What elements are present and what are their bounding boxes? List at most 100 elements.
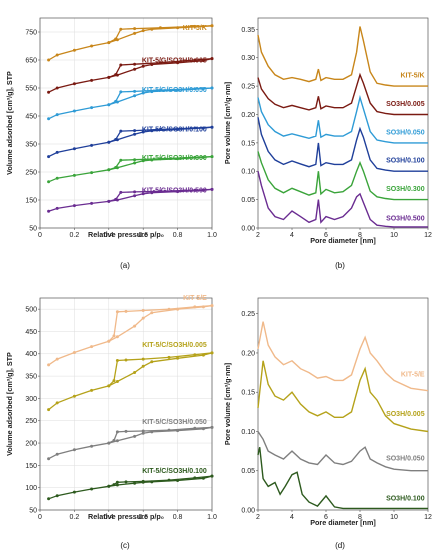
y-tick-label: 350 bbox=[25, 141, 37, 148]
data-point bbox=[133, 190, 137, 194]
data-point bbox=[115, 310, 119, 314]
data-point bbox=[141, 91, 145, 95]
series-3: SO3H/0.050 bbox=[257, 431, 428, 472]
series-1: KIT-5/K bbox=[47, 24, 214, 62]
data-point bbox=[141, 479, 145, 483]
chart-panel-2: 0.00 0.05 0.10 0.15 0.20 0.25 0.30 0.35 2 4 6 8 10 12… bbox=[223, 17, 432, 270]
data-point bbox=[167, 355, 171, 359]
data-point bbox=[47, 155, 51, 159]
data-point bbox=[55, 206, 59, 210]
plot-frame bbox=[257, 17, 429, 229]
series-label: KIT-5/G/SO3H/0.050 bbox=[142, 87, 207, 94]
series-5: KIT-5/G/SO3H/0.300 bbox=[47, 155, 214, 184]
x-tick-label: 10 bbox=[390, 514, 398, 521]
panel-label: (b) bbox=[335, 261, 345, 270]
data-point bbox=[141, 192, 145, 196]
data-point bbox=[150, 360, 154, 364]
adsorption-line bbox=[48, 426, 213, 460]
y-tick-label: 0.00 bbox=[241, 507, 255, 514]
data-point bbox=[193, 24, 197, 28]
data-point bbox=[115, 335, 119, 339]
x-tick-label: 0.2 bbox=[70, 514, 80, 521]
data-point bbox=[119, 63, 123, 67]
data-point bbox=[158, 157, 162, 161]
data-point bbox=[167, 307, 171, 311]
y-tick-label: 150 bbox=[25, 463, 37, 470]
x-axis-label: Relative pressure p/p₀ bbox=[88, 512, 164, 521]
desorption-line bbox=[108, 352, 213, 387]
data-point bbox=[72, 173, 76, 177]
data-point bbox=[112, 483, 116, 487]
data-point bbox=[72, 490, 76, 494]
series-1: KIT-5/K bbox=[257, 26, 428, 87]
data-point bbox=[133, 324, 137, 328]
series-2: SO3H/0.005 bbox=[257, 72, 428, 116]
series-line bbox=[257, 321, 429, 392]
data-point bbox=[47, 209, 51, 213]
y-tick-label: 0.10 bbox=[241, 429, 255, 436]
data-point bbox=[133, 94, 137, 98]
y-tick-label: 0.30 bbox=[241, 55, 255, 62]
data-point bbox=[114, 166, 118, 169]
adsorption-line bbox=[48, 57, 213, 93]
data-point bbox=[47, 180, 51, 184]
data-point bbox=[133, 158, 137, 162]
data-point bbox=[115, 359, 119, 362]
x-tick-label: 0 bbox=[38, 514, 42, 521]
data-point bbox=[176, 356, 180, 360]
data-point bbox=[193, 305, 197, 309]
data-point bbox=[107, 199, 111, 203]
x-tick-label: 0.2 bbox=[70, 232, 80, 239]
y-axis-label: Pore volume [cm³/g·nm] bbox=[223, 363, 232, 445]
series-2: SO3H/0.005 bbox=[257, 360, 429, 433]
data-point bbox=[133, 132, 137, 136]
series-5: SO3H/0.300 bbox=[257, 151, 428, 201]
x-tick-label: 0.6 bbox=[138, 514, 148, 521]
y-tick-label: 0.05 bbox=[241, 197, 255, 204]
y-tick-label: 350 bbox=[25, 374, 37, 381]
chart-panel-1: 50 150 250 350 450 550 650 750 0 0.2 0.4 0.6 0.8 1.0 K… bbox=[5, 17, 217, 270]
data-point bbox=[158, 61, 162, 65]
data-point bbox=[124, 358, 128, 362]
x-tick-label: 4 bbox=[290, 514, 294, 521]
y-axis-label: Pore volume [cm³/g·nm] bbox=[223, 82, 232, 164]
series-3: KIT-5/G/SO3H/0.050 bbox=[47, 86, 214, 121]
y-tick-label: 300 bbox=[25, 396, 37, 403]
y-tick-label: 150 bbox=[25, 197, 37, 204]
series-line bbox=[257, 72, 428, 116]
y-tick-label: 100 bbox=[25, 485, 37, 492]
series-label: SO3H/0.050 bbox=[386, 129, 425, 136]
series-label: KIT-5/C/SO3H/0.005 bbox=[142, 342, 207, 349]
series-4: SO3H/0.100 bbox=[257, 447, 428, 510]
y-tick-label: 0.25 bbox=[241, 311, 255, 318]
series-line bbox=[257, 151, 428, 201]
data-point bbox=[72, 147, 76, 151]
y-tick-label: 400 bbox=[25, 351, 37, 358]
series-label: KIT-5/G/SO3H/0.005 bbox=[142, 58, 207, 65]
data-point bbox=[124, 429, 128, 433]
data-point bbox=[107, 168, 111, 172]
series-label: KIT-5/C/SO3H/0.100 bbox=[142, 468, 207, 475]
data-point bbox=[141, 316, 145, 320]
data-point bbox=[55, 494, 59, 498]
series-line bbox=[257, 171, 428, 228]
data-point bbox=[47, 497, 51, 501]
data-point bbox=[55, 357, 59, 361]
panel-label: (d) bbox=[335, 541, 345, 550]
x-tick-label: 0.8 bbox=[173, 514, 183, 521]
adsorption-line bbox=[48, 352, 213, 411]
data-point bbox=[210, 474, 214, 478]
data-point bbox=[193, 476, 197, 480]
data-point bbox=[90, 143, 94, 147]
data-point bbox=[114, 138, 118, 141]
data-point bbox=[141, 29, 145, 33]
series-label: SO3H/0.100 bbox=[386, 158, 425, 165]
data-point bbox=[112, 438, 116, 442]
data-point bbox=[47, 90, 51, 94]
y-tick-label: 550 bbox=[25, 85, 37, 92]
series-4: SO3H/0.100 bbox=[257, 117, 428, 172]
data-point bbox=[210, 125, 214, 129]
data-point bbox=[193, 126, 197, 130]
x-tick-label: 2 bbox=[256, 232, 260, 239]
